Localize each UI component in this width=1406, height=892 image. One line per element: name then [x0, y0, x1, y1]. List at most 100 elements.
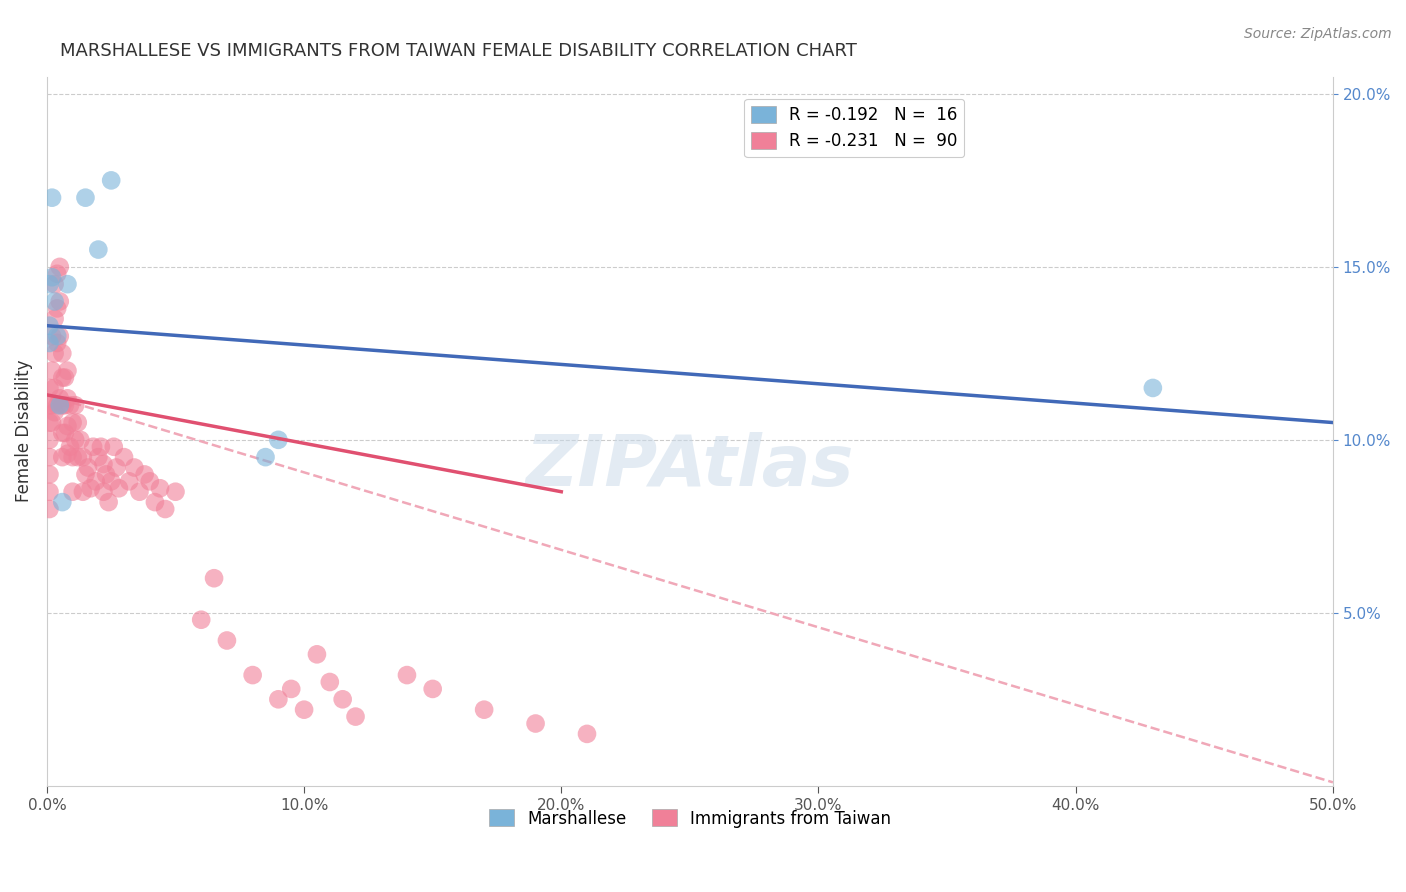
- Immigrants from Taiwan: [77, 460, 100, 475]
- Immigrants from Taiwan: [66, 416, 89, 430]
- Immigrants from Taiwan: [149, 481, 172, 495]
- Immigrants from Taiwan: [56, 364, 79, 378]
- Marshallese: [38, 318, 60, 333]
- Immigrants from Taiwan: [41, 398, 63, 412]
- Immigrants from Taiwan: [94, 467, 117, 482]
- Immigrants from Taiwan: [53, 398, 76, 412]
- Marshallese: [267, 433, 290, 447]
- Immigrants from Taiwan: [44, 405, 66, 419]
- Immigrants from Taiwan: [38, 416, 60, 430]
- Immigrants from Taiwan: [48, 329, 70, 343]
- Immigrants from Taiwan: [48, 294, 70, 309]
- Immigrants from Taiwan: [66, 450, 89, 464]
- Immigrants from Taiwan: [105, 460, 128, 475]
- Immigrants from Taiwan: [44, 277, 66, 292]
- Immigrants from Taiwan: [38, 484, 60, 499]
- Immigrants from Taiwan: [108, 481, 131, 495]
- Immigrants from Taiwan: [46, 267, 69, 281]
- Immigrants from Taiwan: [72, 450, 94, 464]
- Immigrants from Taiwan: [332, 692, 354, 706]
- Text: Source: ZipAtlas.com: Source: ZipAtlas.com: [1244, 27, 1392, 41]
- Immigrants from Taiwan: [59, 440, 82, 454]
- Marshallese: [87, 243, 110, 257]
- Immigrants from Taiwan: [124, 460, 146, 475]
- Immigrants from Taiwan: [100, 475, 122, 489]
- Marshallese: [254, 450, 277, 464]
- Immigrants from Taiwan: [38, 467, 60, 482]
- Immigrants from Taiwan: [319, 675, 342, 690]
- Immigrants from Taiwan: [63, 433, 86, 447]
- Immigrants from Taiwan: [305, 648, 328, 662]
- Immigrants from Taiwan: [292, 703, 315, 717]
- Immigrants from Taiwan: [267, 692, 290, 706]
- Immigrants from Taiwan: [165, 484, 187, 499]
- Immigrants from Taiwan: [48, 392, 70, 406]
- Immigrants from Taiwan: [112, 450, 135, 464]
- Immigrants from Taiwan: [97, 495, 120, 509]
- Immigrants from Taiwan: [56, 447, 79, 461]
- Immigrants from Taiwan: [38, 433, 60, 447]
- Immigrants from Taiwan: [38, 381, 60, 395]
- Immigrants from Taiwan: [118, 475, 141, 489]
- Text: MARSHALLESE VS IMMIGRANTS FROM TAIWAN FEMALE DISABILITY CORRELATION CHART: MARSHALLESE VS IMMIGRANTS FROM TAIWAN FE…: [59, 42, 856, 60]
- Marshallese: [51, 495, 73, 509]
- Immigrants from Taiwan: [72, 484, 94, 499]
- Immigrants from Taiwan: [63, 398, 86, 412]
- Immigrants from Taiwan: [153, 502, 176, 516]
- Immigrants from Taiwan: [422, 681, 444, 696]
- Immigrants from Taiwan: [472, 703, 495, 717]
- Immigrants from Taiwan: [41, 364, 63, 378]
- Immigrants from Taiwan: [46, 335, 69, 350]
- Marshallese: [100, 173, 122, 187]
- Immigrants from Taiwan: [134, 467, 156, 482]
- Immigrants from Taiwan: [51, 346, 73, 360]
- Immigrants from Taiwan: [75, 467, 97, 482]
- Marshallese: [1142, 381, 1164, 395]
- Immigrants from Taiwan: [53, 425, 76, 440]
- Immigrants from Taiwan: [90, 440, 112, 454]
- Immigrants from Taiwan: [103, 440, 125, 454]
- Immigrants from Taiwan: [59, 398, 82, 412]
- Immigrants from Taiwan: [344, 709, 367, 723]
- Immigrants from Taiwan: [128, 484, 150, 499]
- Immigrants from Taiwan: [242, 668, 264, 682]
- Immigrants from Taiwan: [51, 425, 73, 440]
- Immigrants from Taiwan: [139, 475, 162, 489]
- Immigrants from Taiwan: [56, 419, 79, 434]
- Immigrants from Taiwan: [38, 398, 60, 412]
- Immigrants from Taiwan: [190, 613, 212, 627]
- Marshallese: [41, 270, 63, 285]
- Marshallese: [44, 294, 66, 309]
- Marshallese: [41, 191, 63, 205]
- Immigrants from Taiwan: [46, 398, 69, 412]
- Immigrants from Taiwan: [87, 450, 110, 464]
- Immigrants from Taiwan: [84, 475, 107, 489]
- Immigrants from Taiwan: [53, 370, 76, 384]
- Marshallese: [38, 335, 60, 350]
- Immigrants from Taiwan: [395, 668, 418, 682]
- Immigrants from Taiwan: [56, 392, 79, 406]
- Immigrants from Taiwan: [51, 398, 73, 412]
- Marshallese: [56, 277, 79, 292]
- Immigrants from Taiwan: [62, 484, 84, 499]
- Immigrants from Taiwan: [48, 260, 70, 274]
- Immigrants from Taiwan: [524, 716, 547, 731]
- Immigrants from Taiwan: [41, 416, 63, 430]
- Legend: Marshallese, Immigrants from Taiwan: Marshallese, Immigrants from Taiwan: [482, 803, 897, 834]
- Immigrants from Taiwan: [280, 681, 302, 696]
- Y-axis label: Female Disability: Female Disability: [15, 360, 32, 502]
- Immigrants from Taiwan: [93, 484, 115, 499]
- Immigrants from Taiwan: [41, 329, 63, 343]
- Immigrants from Taiwan: [51, 370, 73, 384]
- Text: ZIPAtlas: ZIPAtlas: [526, 432, 855, 501]
- Immigrants from Taiwan: [46, 301, 69, 316]
- Immigrants from Taiwan: [38, 450, 60, 464]
- Immigrants from Taiwan: [79, 481, 101, 495]
- Immigrants from Taiwan: [69, 433, 91, 447]
- Immigrants from Taiwan: [215, 633, 238, 648]
- Immigrants from Taiwan: [44, 346, 66, 360]
- Immigrants from Taiwan: [82, 440, 104, 454]
- Marshallese: [38, 277, 60, 292]
- Immigrants from Taiwan: [143, 495, 166, 509]
- Marshallese: [75, 191, 97, 205]
